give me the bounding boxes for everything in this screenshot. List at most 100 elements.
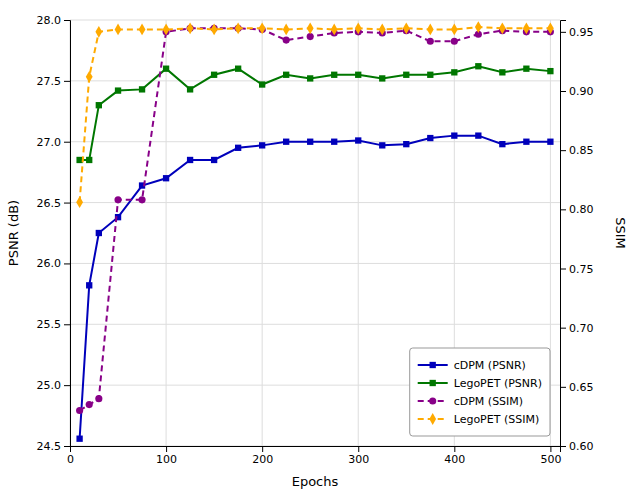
tick-label: 0.90 [569,85,594,98]
tick: 27.5 [37,75,71,88]
marker [211,24,218,36]
tick-mark [64,446,70,447]
marker [95,395,102,402]
marker [475,132,481,138]
tick-label: 26.5 [37,197,62,210]
marker [139,24,146,36]
tick: 0.70 [560,322,594,335]
tick: 200 [252,446,273,466]
tick-mark [560,209,566,210]
marker [86,71,93,83]
marker [499,141,505,147]
tick: 300 [348,446,369,466]
tick: 26.5 [37,197,71,210]
marks [76,21,554,442]
marker [235,66,241,72]
marker [523,66,529,72]
series-line [80,136,551,439]
tick-label: 26.0 [37,257,62,270]
tick: 27.0 [37,136,71,149]
legend-marker [430,362,436,368]
tick: 400 [444,446,465,466]
tick: 0.95 [560,26,594,39]
marker [379,24,386,36]
y-axis-title: PSNR (dB) [6,200,21,266]
plot: 010020030040050024.525.025.526.026.527.0… [37,14,594,466]
tick-label: 27.5 [37,75,62,88]
tick-label: 0.75 [569,263,594,276]
marker [139,86,145,92]
marker [283,139,289,145]
marker [427,72,433,78]
marker [283,37,290,44]
marker [163,66,169,72]
legend-marker [429,397,436,404]
y-axis: 24.525.025.526.026.527.027.528.0 [37,14,71,453]
x-axis-title: Epochs [292,474,339,489]
tick-mark [64,142,70,143]
tick-mark [560,32,566,33]
marker [96,102,102,108]
marker [95,26,102,38]
marker [76,436,82,442]
tick-label: 25.0 [37,379,62,392]
marker [547,68,553,74]
marker [187,86,193,92]
grid-line [70,263,560,264]
tick: 0.65 [560,381,594,394]
marker [475,21,482,33]
tick-label: 0.85 [569,144,594,157]
legend-item: cDPM (SSIM) [418,395,523,408]
tick-label: 0.65 [569,381,594,394]
marker [187,22,194,34]
marker [86,282,92,288]
tick: 100 [156,446,177,466]
marker [427,135,433,141]
marker [259,142,265,148]
grid-line [70,324,560,325]
legend-marker [430,380,436,386]
tick: 0.75 [560,263,594,276]
marker [451,38,458,45]
tick-label: 100 [156,453,177,466]
marker [379,142,385,148]
tick: 28.0 [37,14,71,27]
tick: 25.0 [37,379,71,392]
marker [115,24,122,36]
marker [547,139,553,145]
marker [403,72,409,78]
marker [355,22,362,34]
legend-label: cDPM (SSIM) [454,395,523,408]
tick-label: 200 [252,453,273,466]
tick: 25.5 [37,318,71,331]
tick: 0.60 [560,440,594,453]
grid-line [166,20,167,446]
tick-label: 0.60 [569,440,594,453]
tick: 0 [67,446,74,466]
tick-mark [560,328,566,329]
tick-label: 0.95 [569,26,594,39]
legend-marker [429,413,436,425]
chart: 010020030040050024.525.025.526.026.527.0… [0,0,630,498]
marker [163,175,169,181]
series-line [80,27,551,202]
marker [523,139,529,145]
tick: 0.90 [560,85,594,98]
legend: cDPM (PSNR)LegoPET (PSNR)cDPM (SSIM)Lego… [410,348,550,436]
marker [451,132,457,138]
tick-label: 0.70 [569,322,594,335]
marker [187,157,193,163]
tick-mark [64,81,70,82]
marker [283,24,290,36]
tick-label: 0.80 [569,203,594,216]
marker [86,157,92,163]
marker [355,137,361,143]
grid [70,20,560,446]
tick-mark [64,385,70,386]
tick-label: 27.0 [37,136,62,149]
legend-item: LegoPET (PSNR) [418,377,542,390]
marker [235,22,242,34]
tick-label: 400 [444,453,465,466]
marker [235,145,241,151]
marker [86,401,93,408]
